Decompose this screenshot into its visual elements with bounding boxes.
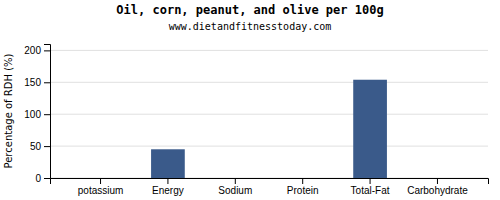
y-tick-label: 200 [24,45,41,56]
x-tick-label: Total-Fat [351,185,390,196]
y-tick-label: 100 [24,109,41,120]
bar [84,178,118,179]
y-tick: 100 [24,109,50,120]
bar [286,178,320,179]
x-tick-label: potassium [78,185,124,196]
x-axis: potassium Energy Sodium Protein Total-Fat Car… [51,178,489,196]
y-tick: 50 [30,141,50,152]
x-tick-mark [370,178,371,184]
grid-line [50,82,488,83]
x-tick-label: Energy [152,185,184,196]
x-tick: Carbohydrate [407,178,468,196]
x-tick-label: Carbohydrate [407,185,468,196]
x-tick-mark [235,178,236,184]
subtitle: www.dietandfitnesstoday.com [169,21,332,32]
y-axis: 0 50 100 150 200 [24,45,50,184]
grid-line [50,50,488,51]
chart-svg: Oil, corn, peanut, and olive per 100g www… [0,0,500,200]
x-tick: Total-Fat [351,178,390,196]
y-tick: 0 [35,173,50,184]
y-axis-line [44,45,51,179]
y-tick-mark [44,178,50,179]
y-axis-title: Percentage of RDH (%) [3,53,14,168]
y-tick-label: 150 [24,77,41,88]
grid [50,50,488,178]
y-tick-mark [44,114,50,115]
x-tick: Protein [287,178,319,196]
x-axis-line [51,179,489,185]
x-tick-mark [302,178,303,184]
y-tick-mark [44,146,50,147]
x-tick-label: Protein [287,185,319,196]
bar [151,149,185,178]
y-tick: 150 [24,77,50,88]
grid-line [50,146,488,147]
x-tick-label: Sodium [218,185,252,196]
y-tick-label: 0 [35,173,41,184]
y-tick-mark [44,50,50,51]
x-tick: Sodium [218,178,252,196]
x-tick-mark [100,178,101,184]
x-tick: Energy [152,178,184,196]
bar [353,80,387,178]
y-tick: 200 [24,45,50,56]
bar [421,178,455,179]
y-tick-label: 50 [30,141,42,152]
grid-line [50,114,488,115]
x-tick-mark [437,178,438,184]
x-tick-mark [167,178,168,184]
chart-container: Oil, corn, peanut, and olive per 100g www… [0,0,500,200]
bar [218,178,252,179]
y-tick-mark [44,82,50,83]
bars [151,80,387,178]
title: Oil, corn, peanut, and olive per 100g [116,3,383,17]
x-tick: potassium [78,178,124,196]
